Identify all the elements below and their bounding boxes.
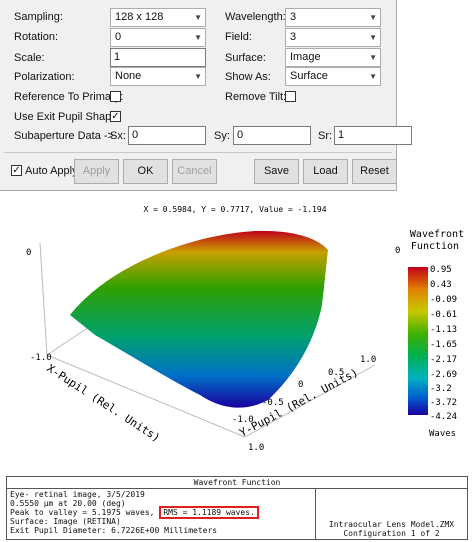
y-tick-1: -0.5	[262, 398, 284, 408]
sy-label: Sy:	[214, 130, 230, 142]
exit-pupil-label: Use Exit Pupil Shape:	[14, 111, 121, 123]
info-divider	[315, 488, 316, 539]
rotation-select[interactable]: 0 ▼	[110, 28, 206, 47]
showas-value: Surface	[290, 70, 328, 82]
apply-button[interactable]: Apply	[74, 159, 119, 184]
legend-value: 0.43	[430, 280, 452, 290]
legend-value: -3.72	[430, 398, 457, 408]
y-tick-2: 0	[298, 380, 303, 390]
info-line-wavelength: 0.5550 µm at 20.00 (deg)	[10, 499, 126, 508]
legend-value: -1.13	[430, 325, 457, 335]
z-tick-top: 0	[26, 248, 31, 258]
sampling-label: Sampling:	[14, 11, 63, 23]
ref-primary-label: Reference To Primary:	[14, 91, 124, 103]
legend-units: Waves	[429, 429, 456, 439]
y-tick-0: -1.0	[232, 415, 254, 425]
legend-value: -2.17	[430, 355, 457, 365]
chevron-down-icon: ▼	[194, 13, 202, 22]
remove-tilt-checkbox[interactable]	[285, 91, 296, 102]
sx-label: Sx:	[110, 130, 126, 142]
y-tick-4: 1.0	[360, 355, 376, 365]
legend-value: -3.2	[430, 384, 452, 394]
checkmark-icon: ✓	[12, 165, 21, 176]
surface-label: Surface:	[225, 52, 266, 64]
rotation-label: Rotation:	[14, 31, 59, 43]
chevron-down-icon: ▼	[194, 33, 202, 42]
surface-select[interactable]: Image ▼	[285, 48, 381, 67]
sampling-value: 128 x 128	[115, 11, 164, 23]
ptv-text: Peak to valley = 5.1975 waves,	[10, 508, 155, 517]
field-select[interactable]: 3 ▼	[285, 28, 381, 47]
polarization-value: None	[115, 70, 142, 82]
reset-button[interactable]: Reset	[352, 159, 397, 184]
save-button[interactable]: Save	[254, 159, 299, 184]
exit-pupil-checkbox[interactable]: ✓	[110, 111, 121, 122]
chevron-down-icon: ▼	[194, 72, 202, 81]
settings-panel: Sampling: 128 x 128 ▼ Wavelength: 3 ▼ Rota…	[0, 0, 412, 191]
load-button[interactable]: Load	[303, 159, 348, 184]
wavelength-select[interactable]: 3 ▼	[285, 8, 381, 27]
legend-values: 0.95 0.43 -0.09 -0.61 -1.13 -1.65 -2.17 …	[430, 265, 457, 422]
showas-select[interactable]: Surface ▼	[285, 67, 381, 86]
chevron-down-icon: ▼	[369, 53, 377, 62]
info-line-ptv: Peak to valley = 5.1975 waves, RMS = 1.1…	[10, 506, 259, 519]
info-lens-name: Intraocular Lens Model.ZMX	[328, 520, 455, 529]
subaperture-label: Subaperture Data ->	[14, 130, 114, 142]
showas-label: Show As:	[225, 71, 271, 83]
legend-value: -0.09	[430, 295, 457, 305]
sr-input[interactable]: 1	[334, 126, 412, 145]
surface-value: Image	[290, 51, 321, 63]
info-header: Wavefront Function	[7, 477, 467, 489]
z-tick-mid: 0	[395, 246, 400, 256]
legend-value: 0.95	[430, 265, 452, 275]
scale-input[interactable]: 1	[110, 48, 206, 67]
wavefront-surface-plot[interactable]: X = 0.5984, Y = 0.7717, Value = -1.194 0…	[0, 195, 474, 475]
checkmark-icon: ✓	[111, 111, 120, 122]
legend-colorbar	[408, 267, 428, 415]
cancel-button[interactable]: Cancel	[172, 159, 217, 184]
info-line-surface: Surface: Image (RETINA)	[10, 517, 121, 526]
legend-value: -2.69	[430, 370, 457, 380]
legend-value: -4.24	[430, 412, 457, 422]
legend-title-2: Function	[411, 241, 459, 252]
wavefront-surface	[70, 230, 328, 408]
wavelength-value: 3	[290, 11, 297, 23]
info-config: Configuration 1 of 2	[343, 529, 440, 538]
x-tick-neg: -1.0	[30, 353, 52, 363]
chevron-down-icon: ▼	[369, 13, 377, 22]
sr-label: Sr:	[318, 130, 333, 142]
sampling-select[interactable]: 128 x 128 ▼	[110, 8, 206, 27]
sx-input[interactable]: 0	[128, 126, 206, 145]
chevron-down-icon: ▼	[369, 72, 377, 81]
x-tick-pos: 1.0	[248, 443, 264, 453]
remove-tilt-label: Remove Tilt:	[225, 91, 287, 103]
ref-primary-checkbox[interactable]	[110, 91, 121, 102]
divider	[4, 152, 392, 153]
chevron-down-icon: ▼	[369, 33, 377, 42]
legend-value: -1.65	[430, 340, 457, 350]
x-axis-label: X-Pupil (Rel. Units)	[44, 362, 162, 445]
ok-button[interactable]: OK	[123, 159, 168, 184]
field-label: Field:	[225, 31, 252, 43]
wavelength-label: Wavelength:	[225, 11, 286, 23]
scale-label: Scale:	[14, 52, 45, 64]
legend-title-1: Wavefront	[410, 229, 464, 240]
auto-apply-checkbox[interactable]: ✓	[11, 165, 22, 176]
info-line-title: Eye- retinal image, 3/5/2019	[10, 490, 145, 499]
info-line-pupil: Exit Pupil Diameter: 6.7226E+00 Millimet…	[10, 526, 218, 535]
polarization-select[interactable]: None ▼	[110, 67, 206, 86]
y-tick-3: 0.5	[328, 368, 344, 378]
sy-input[interactable]: 0	[233, 126, 311, 145]
field-value: 3	[290, 31, 297, 43]
cursor-readout: X = 0.5984, Y = 0.7717, Value = -1.194	[143, 205, 326, 214]
rms-highlight: RMS = 1.1189 waves.	[159, 506, 259, 519]
legend-value: -0.61	[430, 310, 457, 320]
info-box: Wavefront Function Eye- retinal image, 3…	[6, 476, 468, 540]
polarization-label: Polarization:	[14, 71, 75, 83]
rotation-value: 0	[115, 31, 122, 43]
auto-apply-label: Auto Apply	[25, 165, 78, 177]
